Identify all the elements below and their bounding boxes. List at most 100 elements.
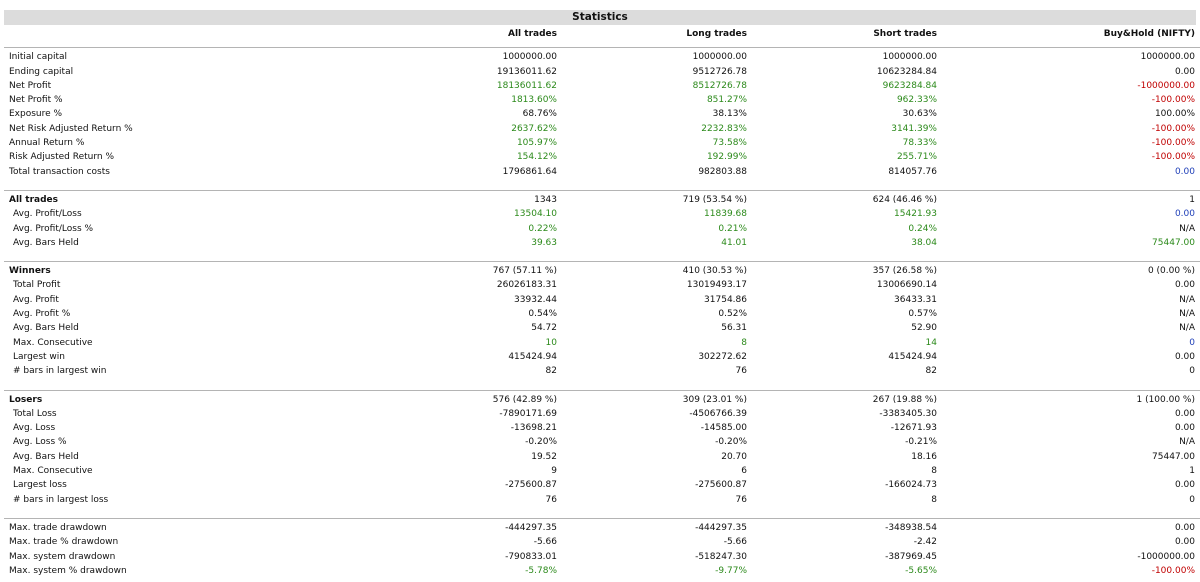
stat-value-buy-and-hold: 0 bbox=[1189, 366, 1195, 377]
stat-value-long-trades: 1000000.00 bbox=[692, 52, 747, 63]
stat-row: # bars in largest win 82 76 82 0 bbox=[4, 364, 1200, 378]
column-header-all-trades: All trades bbox=[508, 29, 557, 39]
stat-row: Largest win 415424.94 302272.62 415424.94 0.… bbox=[4, 350, 1200, 364]
section-divider-cell bbox=[4, 41, 1200, 50]
stat-value-buy-and-hold: 0.00 bbox=[1174, 280, 1195, 291]
stat-label: Total Loss bbox=[13, 408, 57, 419]
stat-value-short-trades: 15421.93 bbox=[894, 209, 937, 220]
stat-value-long-trades: 2232.83% bbox=[701, 123, 747, 134]
stat-value-buy-and-hold: 0.00 bbox=[1174, 209, 1195, 220]
stat-label: Largest loss bbox=[13, 480, 67, 491]
stat-label: Avg. Profit/Loss % bbox=[13, 223, 94, 234]
stat-value-all-trades: 82 bbox=[545, 366, 557, 377]
stat-value-all-trades: 2637.62% bbox=[511, 123, 557, 134]
stat-value-short-trades: 78.33% bbox=[902, 138, 937, 149]
stat-value-long-trades: 41.01 bbox=[721, 237, 747, 248]
stat-value-long-trades: 76 bbox=[735, 494, 747, 505]
section-divider-cell bbox=[4, 255, 1200, 264]
stat-value-all-trades: 1343 bbox=[534, 194, 557, 205]
stat-label: Net Risk Adjusted Return % bbox=[9, 123, 133, 134]
stat-value-short-trades: 38.04 bbox=[911, 237, 937, 248]
stat-row: Avg. Bars Held 54.72 56.31 52.90 N/A bbox=[4, 321, 1200, 335]
stat-value-all-trades: 415424.94 bbox=[508, 351, 557, 362]
stat-value-long-trades: 410 (30.53 %) bbox=[682, 266, 747, 277]
section-header-row: All trades 1343 719 (53.54 %) 624 (46.46 %)… bbox=[4, 193, 1200, 207]
stat-row: Max. trade % drawdown -5.66 -5.66 -2.42 0.00 bbox=[4, 535, 1200, 549]
stat-value-buy-and-hold: -100.00% bbox=[1151, 565, 1195, 576]
stat-row: Max. Consecutive 10 8 14 0 bbox=[4, 336, 1200, 350]
section-divider-row bbox=[4, 512, 1200, 521]
stat-value-long-trades: -4506766.39 bbox=[689, 408, 747, 419]
stat-value-buy-and-hold: 0.00 bbox=[1174, 423, 1195, 434]
stat-value-buy-and-hold: -100.00% bbox=[1151, 152, 1195, 163]
stat-value-buy-and-hold: 1000000.00 bbox=[1140, 52, 1195, 63]
stat-row: Avg. Profit/Loss 13504.10 11839.68 15421.93… bbox=[4, 207, 1200, 221]
stat-value-buy-and-hold: 0.00 bbox=[1174, 166, 1195, 177]
stat-value-long-trades: -0.20% bbox=[715, 437, 747, 448]
stat-value-long-trades: 13019493.17 bbox=[686, 280, 747, 291]
stat-value-buy-and-hold: 0 bbox=[1189, 494, 1195, 505]
stat-value-short-trades: 415424.94 bbox=[888, 351, 937, 362]
stat-value-buy-and-hold: -1000000.00 bbox=[1137, 551, 1195, 562]
stat-value-short-trades: 9623284.84 bbox=[882, 80, 937, 91]
stat-value-all-trades: 0.22% bbox=[528, 223, 557, 234]
stat-value-buy-and-hold: 0.00 bbox=[1174, 480, 1195, 491]
stat-label: Avg. Bars Held bbox=[13, 451, 79, 462]
stat-value-long-trades: -9.77% bbox=[715, 565, 747, 576]
stat-value-short-trades: 8 bbox=[931, 466, 937, 477]
stat-value-short-trades: 624 (46.46 %) bbox=[872, 194, 937, 205]
stat-label: Risk Adjusted Return % bbox=[9, 152, 115, 163]
stat-value-buy-and-hold: 1 (100.00 %) bbox=[1136, 394, 1195, 405]
stat-row: Max. system drawdown -790833.01 -518247.30… bbox=[4, 550, 1200, 564]
stat-row: Net Risk Adjusted Return % 2637.62% 2232.8… bbox=[4, 122, 1200, 136]
stat-label: Max. Consecutive bbox=[13, 337, 93, 348]
stat-value-short-trades: 0.24% bbox=[908, 223, 937, 234]
stat-row: Avg. Bars Held 39.63 41.01 38.04 75447.00 bbox=[4, 236, 1200, 250]
stat-value-short-trades: -387969.45 bbox=[885, 551, 937, 562]
section-divider-row bbox=[4, 255, 1200, 264]
stat-value-short-trades: 1000000.00 bbox=[882, 52, 937, 63]
column-header-short-trades: Short trades bbox=[873, 29, 937, 39]
stat-value-long-trades: 719 (53.54 %) bbox=[682, 194, 747, 205]
stat-label: Total Profit bbox=[13, 280, 61, 291]
stat-label: Ending capital bbox=[9, 66, 74, 77]
stat-value-long-trades: -14585.00 bbox=[700, 423, 747, 434]
stat-row: Avg. Loss -13698.21 -14585.00 -12671.93 0.00 bbox=[4, 421, 1200, 435]
stat-value-all-trades: -444297.35 bbox=[505, 522, 557, 533]
section-header-row: Losers 576 (42.89 %) 309 (23.01 %) 267 (19.… bbox=[4, 393, 1200, 407]
stat-value-short-trades: 82 bbox=[925, 366, 937, 377]
stat-value-long-trades: 76 bbox=[735, 366, 747, 377]
stat-value-all-trades: 19.52 bbox=[531, 451, 557, 462]
stat-label: Avg. Profit % bbox=[13, 309, 71, 320]
stat-value-buy-and-hold: N/A bbox=[1179, 437, 1195, 448]
stat-row: Annual Return % 105.97% 73.58% 78.33% -100.0… bbox=[4, 136, 1200, 150]
stat-value-all-trades: 68.76% bbox=[522, 109, 557, 120]
stat-row: Total Profit 26026183.31 13019493.17 130066… bbox=[4, 278, 1200, 292]
section-divider-cell bbox=[4, 384, 1200, 393]
section-divider bbox=[4, 189, 1200, 191]
section-divider bbox=[4, 389, 1200, 391]
stat-row: Avg. Profit/Loss % 0.22% 0.21% 0.24% N/A bbox=[4, 222, 1200, 236]
stat-row: Largest loss -275600.87 -275600.87 -166024.… bbox=[4, 478, 1200, 492]
stat-value-long-trades: 11839.68 bbox=[704, 209, 747, 220]
stat-value-long-trades: 0.21% bbox=[718, 223, 747, 234]
stat-value-long-trades: 302272.62 bbox=[698, 351, 747, 362]
stat-value-buy-and-hold: 75447.00 bbox=[1152, 237, 1195, 248]
stat-value-all-trades: 576 (42.89 %) bbox=[492, 394, 557, 405]
stat-value-buy-and-hold: 0 (0.00 %) bbox=[1147, 266, 1195, 277]
section-divider-row bbox=[4, 41, 1200, 50]
stat-value-buy-and-hold: 1 bbox=[1189, 194, 1195, 205]
stat-value-long-trades: 9512726.78 bbox=[692, 66, 747, 77]
stat-value-all-trades: 9 bbox=[551, 466, 557, 477]
stat-value-buy-and-hold: 0 bbox=[1189, 337, 1195, 348]
stat-value-short-trades: -3383405.30 bbox=[879, 408, 937, 419]
stat-label: Exposure % bbox=[9, 109, 63, 120]
stat-value-buy-and-hold: 75447.00 bbox=[1152, 451, 1195, 462]
stat-value-short-trades: -5.65% bbox=[905, 565, 937, 576]
stat-row: Max. system % drawdown -5.78% -9.77% -5.65%… bbox=[4, 564, 1200, 578]
stat-row: Max. Consecutive 9 6 8 1 bbox=[4, 464, 1200, 478]
stat-value-all-trades: 1813.60% bbox=[511, 95, 557, 106]
stat-row: Net Profit % 1813.60% 851.27% 962.33% -100.0… bbox=[4, 93, 1200, 107]
section-divider-cell bbox=[4, 512, 1200, 521]
stat-value-short-trades: 357 (26.58 %) bbox=[872, 266, 937, 277]
